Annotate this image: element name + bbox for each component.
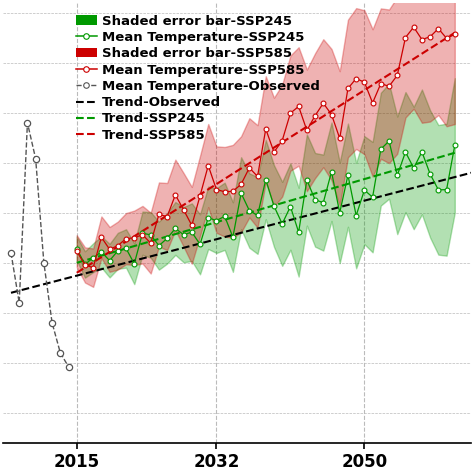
Legend: Shaded error bar-SSP245, Mean Temperature-SSP245, Shaded error bar-SSP585, Mean : Shaded error bar-SSP245, Mean Temperatur…	[70, 9, 325, 147]
